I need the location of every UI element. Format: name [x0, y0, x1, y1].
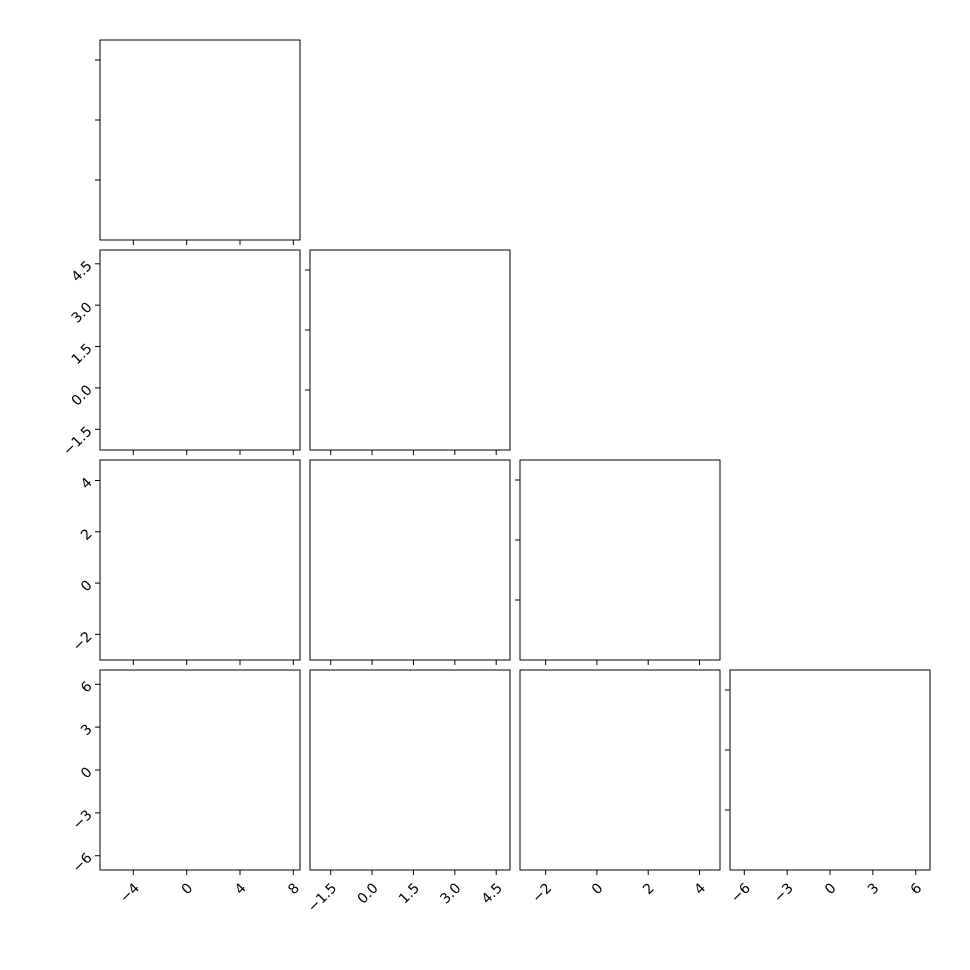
- panel-frame: [99, 459, 301, 661]
- y-tick-label: 3.0: [69, 300, 96, 327]
- contour-panel-4-2: [309, 669, 511, 875]
- y-tick-label: 0: [78, 764, 96, 782]
- panel-frame: [309, 249, 511, 451]
- contour-panel-3-2: [309, 459, 511, 665]
- y-tick-label: 3: [78, 721, 96, 739]
- y-tick-label: −6: [70, 850, 96, 876]
- panel-frame: [99, 669, 301, 871]
- y-tick-label: 1.5: [69, 341, 96, 368]
- y-tick-label: 6: [78, 679, 96, 697]
- y-tick-label: 0.0: [69, 382, 96, 409]
- y-tick-label: 0: [78, 577, 96, 595]
- contour-panel-2-1: [95, 249, 301, 455]
- x-tick-label: 4: [232, 880, 250, 898]
- contour-panel-3-1: [95, 459, 301, 665]
- y-tick-label: −2: [70, 629, 96, 655]
- contour-panel-4-1: [95, 669, 301, 875]
- panel-frame: [309, 459, 511, 661]
- histogram-panel-3: [515, 459, 721, 665]
- x-tick-label: 8: [285, 880, 303, 898]
- y-tick-label: −3: [70, 807, 96, 833]
- panel-frame: [519, 459, 721, 661]
- y-tick-label: −1.5: [60, 424, 95, 459]
- y-tick-label: 2: [78, 526, 96, 544]
- x-tick-label: −4: [117, 880, 143, 906]
- panel-frame: [99, 39, 301, 241]
- y-tick-label: 4.5: [69, 258, 96, 285]
- panel-frame: [99, 249, 301, 451]
- y-tick-label: 4: [78, 475, 96, 493]
- histogram-panel-1: [95, 39, 301, 245]
- histogram-panel-2: [305, 249, 511, 455]
- x-tick-label: 0: [179, 880, 197, 898]
